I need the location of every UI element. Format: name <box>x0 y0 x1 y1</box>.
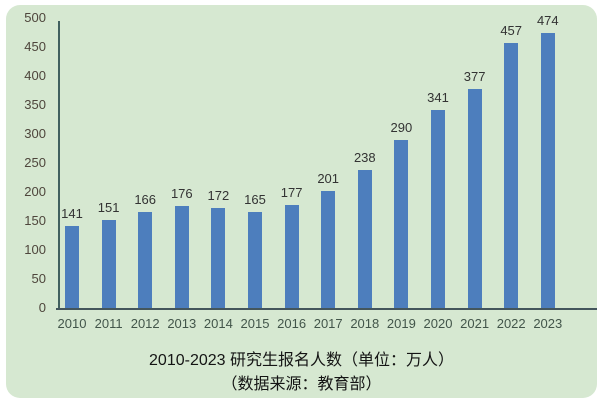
bar-value-label-2016: 177 <box>280 185 303 200</box>
x-tick-label-2010: 2010 <box>57 316 87 331</box>
y-tick-label-300: 300 <box>24 126 46 141</box>
y-tick-label-450: 450 <box>24 39 46 54</box>
y-tick-label-100: 100 <box>24 242 46 257</box>
bar-value-label-2018: 238 <box>353 150 376 165</box>
y-tick-label-0: 0 <box>38 300 46 315</box>
bar-2018 <box>357 170 372 308</box>
y-tick-label-200: 200 <box>24 184 46 199</box>
bar-2010 <box>65 226 79 308</box>
bar-value-label-2010: 141 <box>61 206 83 221</box>
chart-subtitle: （数据来源：教育部） <box>221 376 382 393</box>
bar-2022 <box>504 43 519 308</box>
chart-panel: 0 50 100 150 200 250 300 350 400 450 500 141 151 166… <box>6 5 597 398</box>
bar-value-label-2015: 165 <box>244 192 266 207</box>
x-tick-label-2016: 2016 <box>277 316 307 331</box>
bar-2015 <box>248 212 262 308</box>
x-tick-label-2020: 2020 <box>423 316 453 331</box>
bar-2023 <box>540 33 555 308</box>
bar-value-label-2020: 341 <box>427 90 449 105</box>
x-tick-label-2018: 2018 <box>350 316 380 331</box>
bar-2021 <box>467 89 482 308</box>
bar-value-label-2023: 474 <box>536 13 559 28</box>
bar-value-label-2011: 151 <box>97 200 120 215</box>
y-tick-label-350: 350 <box>24 97 46 112</box>
x-tick-label-2011: 2011 <box>94 316 123 331</box>
y-tick-label-500: 500 <box>24 10 46 25</box>
bar-2014 <box>211 208 226 308</box>
bar-value-label-2017: 201 <box>317 171 340 186</box>
bar-value-label-2014: 172 <box>207 188 230 203</box>
bar-2019 <box>394 140 409 308</box>
bar-2013 <box>174 206 189 308</box>
bar-2017 <box>321 191 336 308</box>
x-tick-label-2019: 2019 <box>386 316 416 331</box>
bar-value-label-2013: 176 <box>170 186 193 201</box>
x-tick-label-2023: 2023 <box>533 316 563 331</box>
x-tick-label-2012: 2012 <box>130 316 160 331</box>
bar-2020 <box>431 110 445 308</box>
bar-value-label-2012: 166 <box>134 192 157 207</box>
bar-value-label-2021: 377 <box>463 69 486 84</box>
x-tick-label-2017: 2017 <box>313 316 343 331</box>
y-axis-line <box>58 21 60 309</box>
x-tick-label-2015: 2015 <box>240 316 270 331</box>
x-axis-line <box>56 308 597 310</box>
x-tick-label-2021: 2021 <box>460 316 490 331</box>
y-tick-label-50: 50 <box>31 271 46 286</box>
bar-value-label-2022: 457 <box>500 23 523 38</box>
bar-2011 <box>101 220 116 308</box>
x-tick-label-2022: 2022 <box>496 316 526 331</box>
bar-2016 <box>284 205 299 308</box>
x-tick-label-2013: 2013 <box>167 316 197 331</box>
y-tick-label-250: 250 <box>24 155 46 170</box>
y-tick-label-150: 150 <box>24 213 46 228</box>
chart-title: 2010-2023 研究生报名人数（单位：万人） <box>149 352 454 369</box>
bar-value-label-2019: 290 <box>390 120 413 135</box>
x-tick-label-2014: 2014 <box>203 316 233 331</box>
bar-2012 <box>138 212 153 308</box>
y-tick-label-400: 400 <box>24 68 46 83</box>
